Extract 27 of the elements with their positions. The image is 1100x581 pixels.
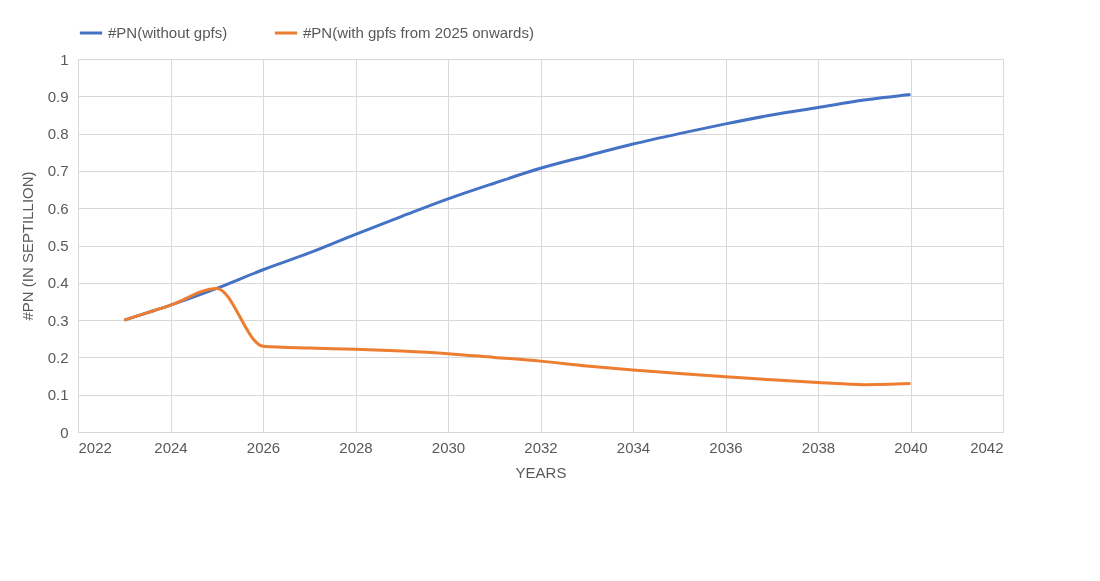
x-tick-label: 2032 <box>524 438 558 456</box>
x-tick-label: 2036 <box>709 438 743 456</box>
x-tick-label: 2030 <box>431 438 466 456</box>
y-tick-label: 0.8 <box>47 125 69 143</box>
x-tick-label: 2022 <box>78 438 112 456</box>
x-tick-label: 2038 <box>801 438 836 456</box>
y-tick-label: 0.2 <box>47 348 69 366</box>
x-tick-label: 2040 <box>894 438 928 456</box>
x-tick-label: 2028 <box>339 438 373 456</box>
y-tick-label: 0 <box>60 423 69 441</box>
y-tick-label: 0.3 <box>47 311 69 329</box>
y-tick-label: 0.7 <box>47 162 69 180</box>
y-tick-label: 0.5 <box>47 237 69 254</box>
y-tick-label: 1 <box>60 50 69 68</box>
line-series <box>122 286 912 387</box>
x-tick-label: 2026 <box>246 438 281 456</box>
y-tick-label: 0.1 <box>47 386 69 404</box>
legend-label: #PN(without gpfs) <box>108 24 228 41</box>
legend-label: #PN(with gpfs from 2025 onwards) <box>303 24 534 41</box>
x-tick-label: 2042 <box>970 438 1004 456</box>
x-axis-title: YEARS <box>515 463 567 481</box>
y-tick-label: 0.4 <box>47 274 69 292</box>
x-tick-label: 2034 <box>616 438 651 456</box>
y-axis-title: #PN (IN SEPTILLION) <box>18 171 36 321</box>
y-tick-label: 0.6 <box>47 199 69 217</box>
x-tick-label: 2024 <box>154 438 188 456</box>
y-tick-label: 0.9 <box>47 87 69 105</box>
